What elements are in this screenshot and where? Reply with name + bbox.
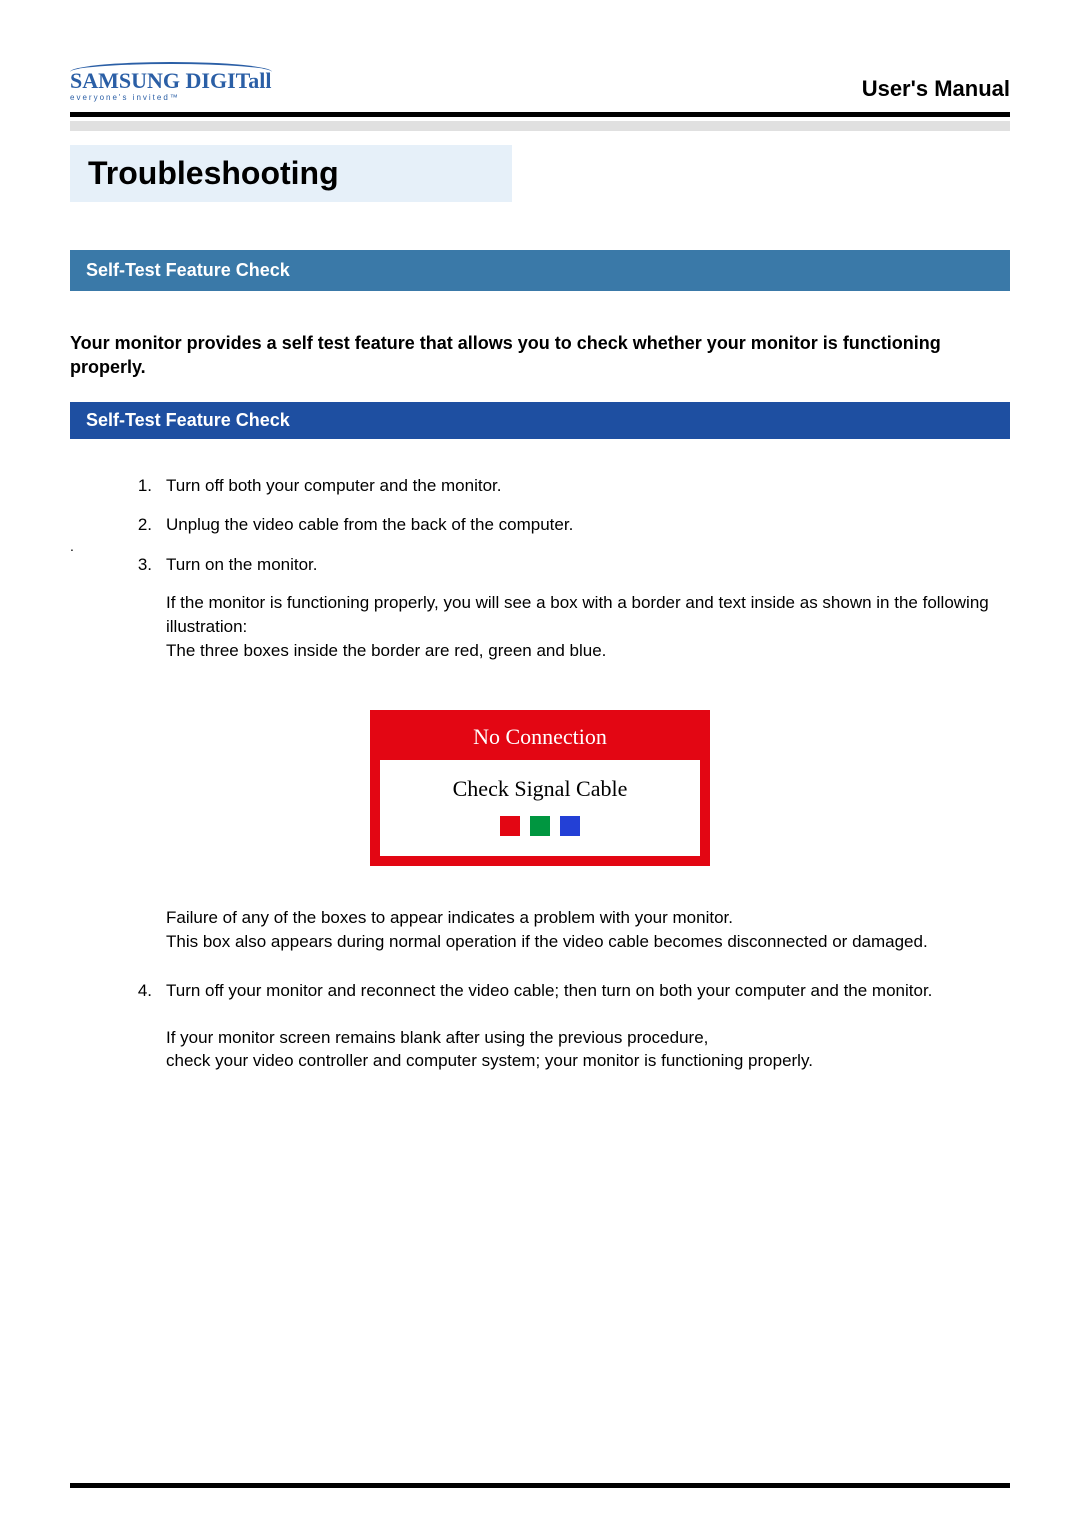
- color-boxes: [380, 816, 700, 836]
- paragraph-line: check your video controller and computer…: [166, 1051, 813, 1070]
- paragraph-line: The three boxes inside the border are re…: [166, 641, 606, 660]
- paragraph: If the monitor is functioning properly, …: [166, 591, 1010, 662]
- blue-box-icon: [560, 816, 580, 836]
- step-text: Unplug the video cable from the back of …: [166, 512, 573, 538]
- intro-paragraph: Your monitor provides a self test featur…: [70, 331, 1010, 380]
- list-item: 4. Turn off your monitor and reconnect t…: [130, 978, 1010, 1004]
- paragraph-line: This box also appears during normal oper…: [166, 932, 928, 951]
- logo-swoosh-icon: [70, 62, 272, 72]
- paragraph: Failure of any of the boxes to appear in…: [166, 906, 1010, 954]
- stray-dot: .: [70, 538, 74, 554]
- illustration-body: Check Signal Cable: [380, 760, 700, 856]
- red-box-icon: [500, 816, 520, 836]
- step-number: 2.: [130, 512, 152, 538]
- manual-title: User's Manual: [862, 76, 1010, 102]
- step-text: Turn off your monitor and reconnect the …: [166, 978, 932, 1004]
- self-test-illustration: No Connection Check Signal Cable: [370, 710, 710, 866]
- step-number: 1.: [130, 473, 152, 499]
- steps-list-continued: 4. Turn off your monitor and reconnect t…: [130, 978, 1010, 1018]
- list-item: 1. Turn off both your computer and the m…: [130, 473, 1010, 499]
- header-row: SAMSUNG DIGITall everyone's invited™ Use…: [70, 70, 1010, 108]
- step-text: Turn off both your computer and the moni…: [166, 473, 501, 499]
- illustration-title: No Connection: [380, 720, 700, 760]
- top-gray-bar: [70, 121, 1010, 131]
- list-item: 3. Turn on the monitor.: [130, 552, 1010, 578]
- brand-logo: SAMSUNG DIGITall everyone's invited™: [70, 70, 272, 102]
- green-box-icon: [530, 816, 550, 836]
- step-number: 4.: [130, 978, 152, 1004]
- paragraph-line: Failure of any of the boxes to appear in…: [166, 908, 733, 927]
- section-chip-gray: Self-Test Feature Check: [70, 250, 1010, 291]
- list-item: 2. Unplug the video cable from the back …: [130, 512, 1010, 538]
- step-number: 3.: [130, 552, 152, 578]
- illustration-body-text: Check Signal Cable: [380, 776, 700, 802]
- steps-list: 1. Turn off both your computer and the m…: [130, 473, 1010, 592]
- bottom-rule: [70, 1483, 1010, 1488]
- top-rule: [70, 112, 1010, 117]
- page: SAMSUNG DIGITall everyone's invited™ Use…: [0, 0, 1080, 1528]
- paragraph-line: If the monitor is functioning properly, …: [166, 593, 989, 636]
- section-chip-blue: Self-Test Feature Check: [70, 402, 1010, 439]
- logo-main-text: SAMSUNG DIGITall: [70, 70, 272, 92]
- step-text: Turn on the monitor.: [166, 552, 318, 578]
- logo-subtext: everyone's invited™: [70, 94, 272, 102]
- paragraph: If your monitor screen remains blank aft…: [166, 1026, 1010, 1074]
- section-title: Troubleshooting: [70, 145, 512, 202]
- paragraph-line: If your monitor screen remains blank aft…: [166, 1028, 708, 1047]
